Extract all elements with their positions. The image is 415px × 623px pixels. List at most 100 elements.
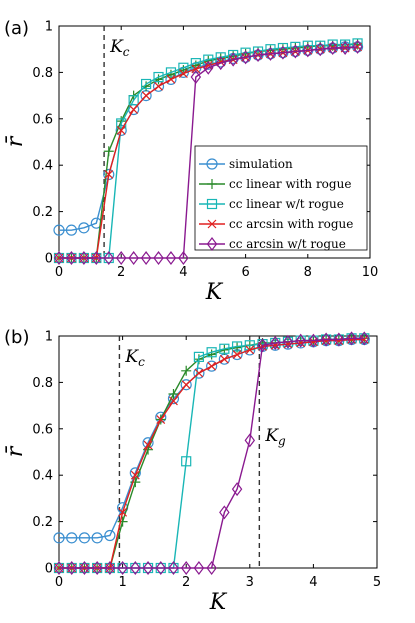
data-point-cc-arcsin-with-rogue (129, 105, 139, 114)
data-point-cc-arcsin-w-t-rogue (231, 482, 243, 497)
data-point-cc-linear-with-rogue (117, 516, 128, 527)
data-point-simulation (193, 367, 205, 379)
data-point-cc-arcsin-w-t-rogue (115, 251, 127, 265)
vline-label-kc: Kc (109, 37, 130, 59)
data-point-cc-arcsin-w-t-rogue (359, 331, 370, 346)
data-point-cc-arcsin-w-t-rogue (142, 561, 154, 575)
x-tick-label: 0 (55, 575, 63, 590)
y-tick-label: 0.6 (32, 422, 53, 437)
data-point-cc-arcsin-w-t-rogue (53, 561, 65, 575)
data-point-cc-linear-w-t-rogue (193, 351, 205, 362)
data-point-cc-linear-w-t-rogue (128, 95, 139, 106)
data-point-simulation (78, 222, 90, 234)
data-point-cc-arcsin-w-t-rogue (219, 505, 230, 520)
data-point-cc-linear-w-t-rogue (352, 38, 363, 49)
legend: simulation cc linear with rogue cc linear … (194, 145, 368, 251)
data-point-cc-linear-w-t-rogue (190, 58, 201, 69)
data-point-cc-arcsin-w-t-rogue (269, 335, 281, 350)
y-tick-label: 0.4 (32, 159, 53, 174)
panel-b-axes-box (58, 335, 378, 569)
panel-a-ylabel: r̄ (3, 135, 28, 147)
data-point-cc-arcsin-with-rogue (181, 380, 191, 390)
data-point-cc-arcsin-with-rogue (156, 415, 166, 424)
data-point-cc-arcsin-w-t-rogue (153, 251, 164, 265)
data-point-cc-arcsin-w-t-rogue (346, 331, 357, 346)
data-point-cc-linear-with-rogue (130, 477, 141, 488)
data-point-simulation (180, 379, 192, 391)
legend-label: cc arcsin w/t rogue (229, 237, 346, 251)
data-point-cc-arcsin-w-t-rogue (308, 333, 319, 348)
data-point-simulation (78, 532, 91, 544)
data-point-cc-linear-w-t-rogue (140, 78, 152, 90)
data-point-simulation (104, 529, 116, 542)
data-point-cc-arcsin-w-t-rogue (227, 52, 239, 67)
data-point-cc-arcsin-with-rogue (203, 61, 213, 70)
y-tick-label: 1 (45, 330, 53, 345)
data-point-cc-arcsin-with-rogue (154, 81, 163, 91)
data-point-cc-arcsin-w-t-rogue (168, 561, 179, 575)
data-point-cc-arcsin-with-rogue (207, 361, 217, 371)
data-point-cc-arcsin-w-t-rogue (180, 561, 192, 575)
legend-label: cc arcsin with rogue (229, 217, 353, 231)
data-point-cc-linear-w-t-rogue (153, 71, 164, 83)
panel-a-axes-box (58, 25, 371, 259)
legend-entry-simulation: simulation (199, 157, 293, 171)
data-point-cc-linear-w-t-rogue (178, 62, 189, 73)
data-point-cc-arcsin-w-t-rogue (327, 41, 338, 56)
data-point-cc-arcsin-w-t-rogue (215, 56, 226, 71)
data-point-cc-arcsin-with-rogue (116, 125, 126, 135)
data-point-cc-arcsin-w-t-rogue (128, 251, 139, 265)
data-point-cc-arcsin-w-t-rogue (240, 50, 251, 65)
data-point-cc-linear-w-t-rogue (219, 343, 230, 354)
y-tick-label: 0.2 (32, 515, 53, 530)
data-point-cc-arcsin-w-t-rogue (66, 251, 77, 265)
series-cc-arcsin-w-t-rogue (53, 39, 363, 265)
data-point-cc-linear-w-t-rogue (231, 341, 243, 352)
legend-entry-cc-arcsin-w-t-rogue: cc arcsin w/t rogue (199, 237, 346, 251)
data-point-cc-arcsin-w-t-rogue (333, 332, 345, 347)
data-point-cc-arcsin-w-t-rogue (302, 43, 314, 58)
data-point-cc-arcsin-w-t-rogue (257, 338, 268, 353)
data-point-cc-arcsin-w-t-rogue (91, 251, 102, 265)
data-point-cc-linear-with-rogue (165, 69, 176, 80)
y-tick-label: 0 (45, 562, 53, 577)
legend-marker (207, 179, 217, 189)
data-point-cc-arcsin-w-t-rogue (178, 251, 189, 265)
panel-a-label: (a) (4, 18, 29, 39)
legend-marker (206, 198, 218, 210)
data-point-cc-arcsin-w-t-rogue (206, 561, 217, 575)
legend-box (194, 145, 368, 251)
legend-label: cc linear w/t rogue (229, 197, 344, 211)
data-point-cc-linear-with-rogue (181, 365, 192, 376)
data-point-cc-linear-w-t-rogue (340, 39, 351, 50)
data-point-cc-arcsin-w-t-rogue (140, 251, 152, 265)
data-point-cc-arcsin-w-t-rogue (78, 251, 90, 265)
data-point-cc-arcsin-with-rogue (141, 91, 151, 101)
data-point-cc-arcsin-w-t-rogue (155, 561, 167, 575)
x-tick-label: 5 (373, 575, 381, 590)
data-point-cc-arcsin-w-t-rogue (53, 251, 65, 265)
data-point-simulation (53, 224, 65, 236)
data-point-cc-linear-w-t-rogue (165, 67, 177, 78)
vline-label-kc: Kc (124, 347, 145, 369)
data-point-cc-arcsin-w-t-rogue (295, 333, 306, 348)
series-line-simulation (59, 338, 365, 539)
data-point-cc-arcsin-w-t-rogue (352, 39, 363, 54)
data-point-cc-arcsin-with-rogue (191, 64, 201, 74)
data-point-cc-arcsin-w-t-rogue (190, 70, 202, 85)
panel-b-ylabel: r̄ (3, 445, 28, 457)
x-tick-label: 6 (241, 265, 249, 280)
y-tick-label: 1 (45, 20, 53, 35)
data-point-cc-arcsin-with-rogue (194, 368, 204, 378)
y-tick-label: 0.6 (32, 112, 53, 127)
series-line-cc-arcsin-w-t-rogue (59, 337, 365, 569)
data-point-cc-linear-w-t-rogue (252, 46, 264, 57)
data-point-cc-linear-w-t-rogue (203, 54, 214, 65)
data-point-cc-linear-w-t-rogue (327, 39, 338, 50)
data-point-cc-arcsin-w-t-rogue (117, 561, 128, 575)
data-point-simulation (66, 532, 78, 544)
data-point-cc-arcsin-w-t-rogue (66, 561, 77, 575)
x-tick-label: 1 (118, 575, 126, 590)
panel-b: (b) 0 1 2 3 4 5 0 0.2 0.4 0.6 0.8 1 Kc Kg K r̄ (3, 327, 381, 615)
